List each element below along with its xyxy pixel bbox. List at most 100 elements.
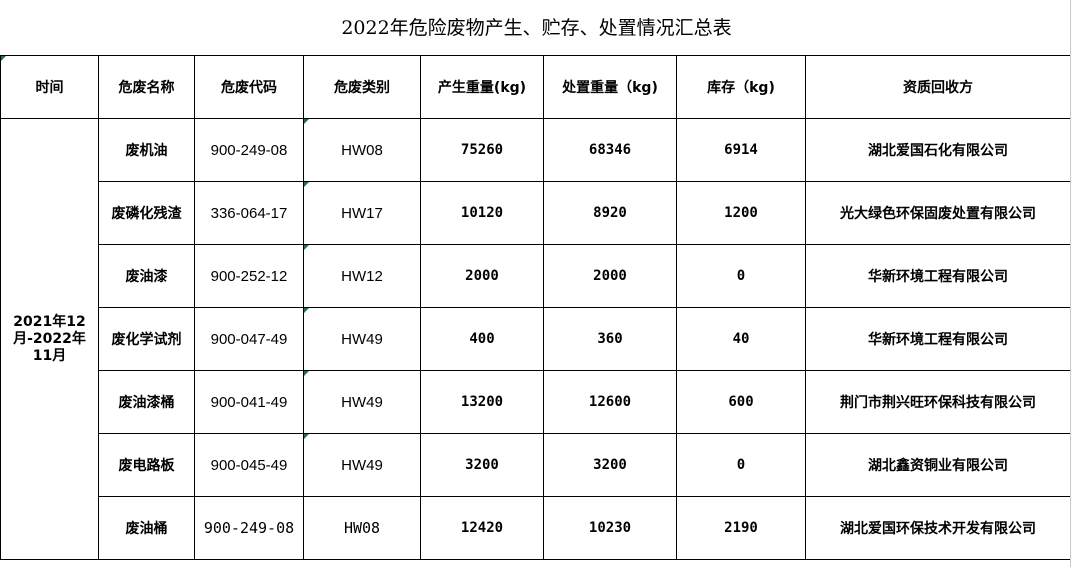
cell-name[interactable]: 废磷化残渣 <box>98 181 195 245</box>
cell-code[interactable]: 900-045-49 <box>194 433 304 497</box>
stock-value: 0 <box>736 268 746 284</box>
cell-produced[interactable]: 400 <box>420 307 544 371</box>
disposed-value: 68346 <box>588 142 632 158</box>
recycler-value: 湖北爱国石化有限公司 <box>868 143 1008 159</box>
header-category[interactable]: 危废类别 <box>303 55 421 119</box>
cell-code[interactable]: 336-064-17 <box>194 181 304 245</box>
stock-value: 600 <box>728 394 754 410</box>
stock-value: 40 <box>732 331 750 347</box>
produced-value: 13200 <box>460 394 504 410</box>
cell-produced[interactable]: 13200 <box>420 370 544 434</box>
recycler-value: 荆门市荆兴旺环保科技有限公司 <box>840 395 1036 411</box>
cell-produced[interactable]: 12420 <box>420 496 544 560</box>
code-value: 900-249-08 <box>210 141 288 159</box>
cell-code[interactable]: 900-249-08 <box>194 496 304 560</box>
waste-summary-table: 时间 危废名称 危废代码 危废类别 产生重量(kg) 处置重量（kg) 库存（k… <box>0 55 1071 560</box>
cell-recycler[interactable]: 华新环境工程有限公司 <box>805 244 1071 308</box>
cell-period[interactable]: 2021年12月-2022年11月 <box>0 118 99 560</box>
header-code[interactable]: 危废代码 <box>194 55 304 119</box>
code-value: 900-047-49 <box>210 330 288 348</box>
header-recycler[interactable]: 资质回收方 <box>805 55 1071 119</box>
cell-code[interactable]: 900-041-49 <box>194 370 304 434</box>
cell-disposed[interactable]: 8920 <box>543 181 677 245</box>
header-row: 时间 危废名称 危废代码 危废类别 产生重量(kg) 处置重量（kg) 库存（k… <box>0 55 1071 119</box>
cell-code[interactable]: 900-252-12 <box>194 244 304 308</box>
category-value: HW08 <box>343 519 381 537</box>
cell-produced[interactable]: 10120 <box>420 181 544 245</box>
cell-recycler[interactable]: 荆门市荆兴旺环保科技有限公司 <box>805 370 1071 434</box>
code-value: 900-249-08 <box>203 519 295 537</box>
produced-value: 3200 <box>465 457 499 473</box>
cell-name[interactable]: 废化学试剂 <box>98 307 195 371</box>
cell-category[interactable]: HW49 <box>303 370 421 434</box>
cell-name[interactable]: 废机油 <box>98 118 195 182</box>
cell-category[interactable]: HW08 <box>303 496 421 560</box>
cell-produced[interactable]: 75260 <box>420 118 544 182</box>
cell-code[interactable]: 900-047-49 <box>194 307 304 371</box>
cell-produced[interactable]: 2000 <box>420 244 544 308</box>
cell-stock[interactable]: 0 <box>676 433 806 497</box>
cell-recycler[interactable]: 光大绿色环保固废处置有限公司 <box>805 181 1071 245</box>
cell-code[interactable]: 900-249-08 <box>194 118 304 182</box>
header-time[interactable]: 时间 <box>0 55 99 119</box>
window-edge <box>1070 0 1071 567</box>
name-value: 废机油 <box>125 143 168 159</box>
header-produced[interactable]: 产生重量(kg) <box>420 55 544 119</box>
disposed-value: 360 <box>597 331 623 347</box>
header-disposed[interactable]: 处置重量（kg) <box>543 55 677 119</box>
table-row: 废油桶 900-249-08 HW08 12420 10230 2190 湖北爱国环保技术开… <box>1 496 1071 560</box>
cell-recycler[interactable]: 湖北爱国石化有限公司 <box>805 118 1071 182</box>
cell-marker <box>304 308 309 313</box>
cell-name[interactable]: 废油漆 <box>98 244 195 308</box>
code-value: 900-041-49 <box>210 393 288 411</box>
cell-disposed[interactable]: 12600 <box>543 370 677 434</box>
header-stock[interactable]: 库存（kg) <box>676 55 806 119</box>
disposed-value: 10230 <box>588 520 632 536</box>
cell-stock[interactable]: 2190 <box>676 496 806 560</box>
table-row: 2021年12月-2022年11月 废机油 900-249-08 HW08 75260 6… <box>0 118 1071 560</box>
cell-marker <box>304 434 309 439</box>
cell-recycler[interactable]: 湖北鑫资铜业有限公司 <box>805 433 1071 497</box>
cell-name[interactable]: 废电路板 <box>98 433 195 497</box>
cell-disposed[interactable]: 68346 <box>543 118 677 182</box>
cell-category[interactable]: HW49 <box>303 433 421 497</box>
recycler-value: 光大绿色环保固废处置有限公司 <box>840 206 1036 222</box>
cell-recycler[interactable]: 华新环境工程有限公司 <box>805 307 1071 371</box>
cell-marker <box>304 182 309 187</box>
cell-category[interactable]: HW17 <box>303 181 421 245</box>
code-value: 336-064-17 <box>210 204 288 222</box>
cell-name[interactable]: 废油漆桶 <box>98 370 195 434</box>
cell-disposed[interactable]: 2000 <box>543 244 677 308</box>
code-value: 900-252-12 <box>210 267 288 285</box>
cell-recycler[interactable]: 湖北爱国环保技术开发有限公司 <box>805 496 1071 560</box>
recycler-value: 华新环境工程有限公司 <box>868 332 1008 348</box>
header-name[interactable]: 危废名称 <box>98 55 195 119</box>
cell-marker <box>304 119 309 124</box>
cell-category[interactable]: HW08 <box>303 118 421 182</box>
produced-value: 75260 <box>460 142 504 158</box>
cell-marker <box>304 245 309 250</box>
cell-disposed[interactable]: 360 <box>543 307 677 371</box>
stock-value: 0 <box>736 457 746 473</box>
disposed-value: 3200 <box>593 457 627 473</box>
category-value: HW08 <box>341 141 383 159</box>
name-value: 废油漆 <box>125 269 168 285</box>
cell-stock[interactable]: 0 <box>676 244 806 308</box>
disposed-value: 8920 <box>593 205 627 221</box>
cell-category[interactable]: HW12 <box>303 244 421 308</box>
produced-value: 12420 <box>460 520 504 536</box>
cell-stock[interactable]: 600 <box>676 370 806 434</box>
name-value: 废电路板 <box>118 458 175 474</box>
category-value: HW17 <box>341 204 383 222</box>
cell-category[interactable]: HW49 <box>303 307 421 371</box>
cell-name[interactable]: 废油桶 <box>98 496 195 560</box>
produced-value: 10120 <box>460 205 504 221</box>
recycler-value: 湖北鑫资铜业有限公司 <box>868 458 1008 474</box>
name-value: 废化学试剂 <box>111 332 182 348</box>
cell-produced[interactable]: 3200 <box>420 433 544 497</box>
cell-stock[interactable]: 40 <box>676 307 806 371</box>
cell-stock[interactable]: 6914 <box>676 118 806 182</box>
cell-disposed[interactable]: 3200 <box>543 433 677 497</box>
cell-disposed[interactable]: 10230 <box>543 496 677 560</box>
cell-stock[interactable]: 1200 <box>676 181 806 245</box>
